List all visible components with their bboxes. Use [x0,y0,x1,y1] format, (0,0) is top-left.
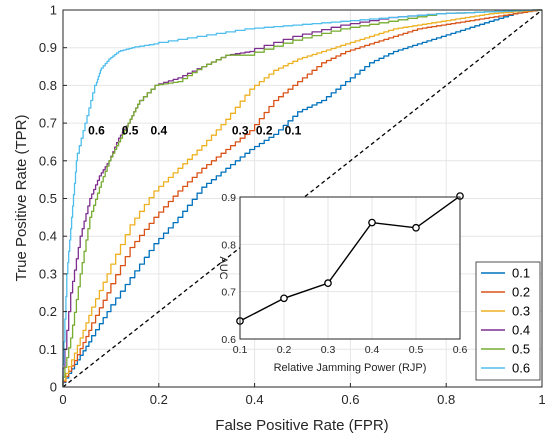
legend-box [475,261,541,381]
inset-auc-chart: 0.1 0.2 0.3 0.4 0.5 0.6 0.6 0.7 0.8 0.9 Relative … [217,192,467,374]
y-tick-label: 0.5 [39,191,57,206]
inset-y-tick-label: 0.7 [221,287,236,299]
curve-annotation: 0.5 [122,124,139,138]
auc-line [239,195,461,322]
inset-x-axis-label: Relative Jamming Power (RJP) [274,362,427,374]
y-tick-label: 0.1 [39,342,57,357]
inset-x-tick-label: 0.4 [365,344,380,356]
auc-point [324,279,332,287]
y-tick-label: 0 [50,380,57,395]
legend: 0.1 0.2 0.3 0.4 0.5 0.6 [475,261,541,381]
roc-curve-0.3 [62,9,542,387]
x-tick-label: 0 [59,392,66,407]
x-tick-label: 1 [538,392,545,407]
legend-label: 0.6 [512,361,530,376]
curve-annotation: 0.2 [256,124,273,138]
y-tick-label: 0.7 [39,116,57,131]
roc-curve-0.1 [62,9,542,387]
y-tick-label: 1 [50,3,57,18]
inset-y-tick-label: 0.8 [221,239,236,251]
inset-y-tick-label: 0.6 [221,334,236,346]
curve-annotation: 0.3 [232,124,249,138]
curve-annotation: 0.6 [88,124,105,138]
legend-label: 0.3 [512,304,530,319]
y-tick-label: 0.3 [39,266,57,281]
inset-axes-box [239,196,461,340]
y-tick-label: 0.2 [39,304,57,319]
main-annotations: 0.6 0.5 0.4 0.3 0.2 0.1 [88,124,301,138]
inset-x-tick-label: 0.3 [321,344,336,356]
roc-curve-0.5 [62,9,542,387]
main-series-group [62,9,542,387]
inset-tick-labels: 0.1 0.2 0.3 0.4 0.5 0.6 0.6 0.7 0.8 0.9 [221,192,467,356]
y-tick-label: 0.6 [39,153,57,168]
x-tick-label: 0.8 [437,392,455,407]
roc-curve-0.2 [62,9,542,387]
inset-series-group [236,192,464,325]
x-tick-label: 0.6 [341,392,359,407]
inset-x-tick-label: 0.1 [233,344,248,356]
roc-curve-0.6 [62,9,542,387]
main-tick-labels: 0 0.2 0.4 0.6 0.8 100.10.20.30.40.50.60.70.80… [39,3,546,408]
x-axis-label: False Positive Rate (FPR) [215,417,388,434]
x-tick-label: 0.4 [246,392,264,407]
legend-label: 0.1 [512,266,530,281]
auc-point [412,223,420,232]
auc-point [368,218,376,227]
inset-y-axis-label: AUC [217,256,229,279]
legend-label: 0.5 [512,342,530,357]
y-tick-label: 0.8 [39,78,57,93]
curve-annotation: 0.1 [285,124,302,138]
y-axis-label: True Positive Rate (TPR) [13,115,30,282]
y-tick-label: 0.9 [39,40,57,55]
inset-x-tick-label: 0.6 [453,344,468,356]
inset-x-tick-label: 0.5 [409,344,424,356]
legend-label: 0.2 [512,285,530,300]
inset-y-tick-label: 0.9 [221,192,236,204]
x-tick-label: 0.2 [150,392,168,407]
legend-label: 0.4 [512,323,530,338]
auc-point [280,294,288,303]
curve-annotation: 0.4 [150,124,167,138]
y-tick-label: 0.4 [39,229,57,244]
inset-x-tick-label: 0.2 [277,344,292,356]
